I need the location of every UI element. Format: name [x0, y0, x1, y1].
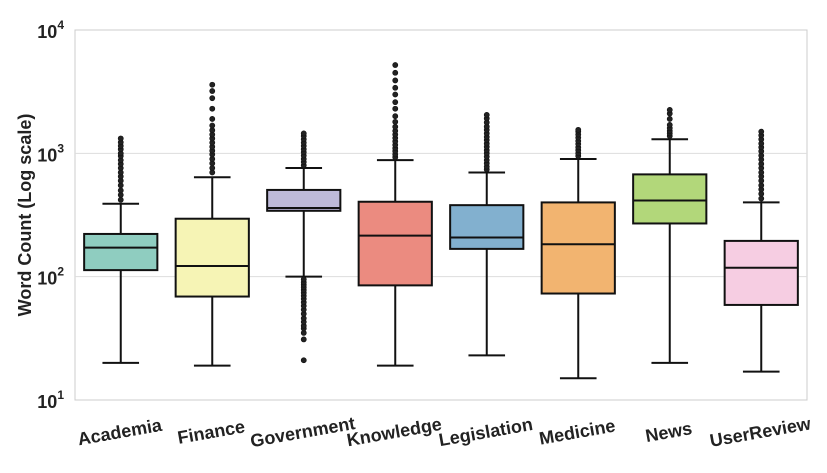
y-tick-label: 101 — [37, 388, 64, 412]
box-userreview — [723, 128, 799, 373]
outlier-point — [209, 81, 216, 88]
outlier-point — [300, 130, 307, 137]
box-legislation — [449, 111, 525, 357]
x-tick-label: Knowledge — [345, 414, 443, 450]
iqr-box — [83, 232, 159, 272]
outlier-point — [392, 91, 399, 98]
x-tick-label: Academia — [76, 415, 164, 450]
outlier-point — [758, 128, 765, 135]
box-finance — [174, 81, 250, 367]
iqr-box — [357, 200, 433, 287]
box-medicine — [540, 126, 616, 380]
outlier-point — [392, 62, 399, 68]
outlier-point — [117, 187, 124, 194]
y-tick-label: 103 — [37, 141, 64, 165]
outlier-point — [300, 357, 307, 364]
outlier-point — [209, 116, 216, 122]
outlier-point — [392, 69, 399, 76]
outlier-point — [758, 195, 765, 202]
box-news — [632, 106, 708, 364]
box-academia — [83, 135, 159, 364]
x-tick-label: Legislation — [437, 414, 534, 450]
iqr-box — [723, 239, 799, 306]
outlier-point — [483, 111, 490, 118]
outlier-point — [666, 106, 673, 113]
y-tick-label: 102 — [37, 265, 64, 289]
iqr-box — [540, 201, 616, 295]
x-tick-label: News — [644, 418, 694, 446]
outlier-point — [392, 77, 399, 84]
outlier-point — [392, 118, 399, 125]
outlier-point — [666, 122, 673, 128]
outlier-point — [392, 113, 399, 120]
box-series — [83, 62, 799, 380]
outlier-point — [209, 122, 216, 129]
box-government — [266, 130, 342, 364]
outlier-point — [392, 123, 399, 130]
outlier-point — [300, 336, 307, 343]
y-axis-label: Word Count (Log scale) — [15, 114, 35, 317]
x-tick-label: Government — [249, 413, 357, 451]
outlier-point — [666, 116, 673, 122]
outlier-point — [392, 99, 399, 106]
outlier-point — [117, 196, 124, 203]
x-axis-ticks: Academia Finance GovernmentKnowledgeLegisl… — [76, 413, 813, 451]
x-tick-label: UserReview — [708, 413, 813, 451]
outlier-point — [209, 88, 216, 94]
box-knowledge — [357, 62, 433, 367]
outlier-point — [117, 135, 124, 142]
x-tick-label: Medicine — [538, 416, 617, 449]
iqr-box — [174, 217, 250, 298]
iqr-box — [266, 188, 342, 212]
iqr-box — [449, 204, 525, 250]
x-tick-label: Finance — [176, 416, 246, 448]
outlier-point — [209, 95, 216, 102]
outlier-point — [300, 276, 307, 283]
outlier-point — [392, 84, 399, 91]
outlier-point — [209, 105, 216, 112]
y-tick-label: 104 — [37, 18, 64, 42]
iqr-box — [632, 173, 708, 225]
outlier-point — [575, 126, 582, 133]
y-axis-ticks: 101 102 103 104 — [37, 18, 64, 412]
outlier-point — [392, 105, 399, 112]
